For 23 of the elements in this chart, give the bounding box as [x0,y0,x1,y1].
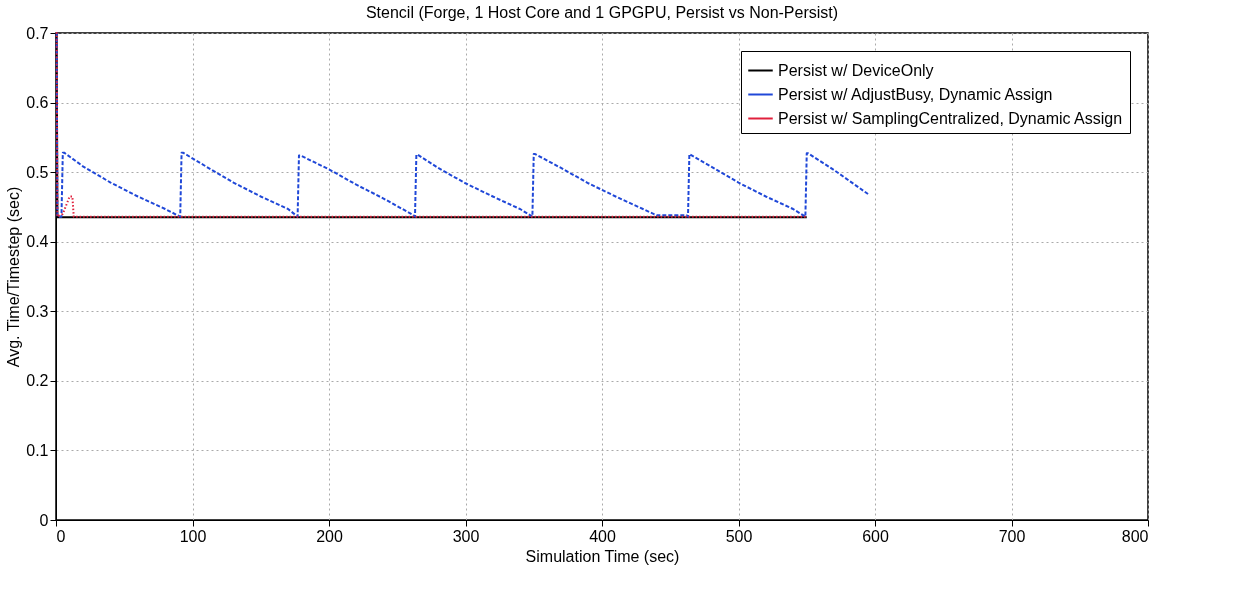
x-tick-label: 800 [1121,527,1149,545]
x-tick-label: 600 [862,527,889,545]
x-tick-label: 300 [452,527,480,545]
x-axis-title: Simulation Time (sec) [525,547,680,565]
x-tick-label: 100 [179,527,207,545]
y-tick-label: 0.3 [26,302,49,320]
y-tick-label: 0.2 [26,372,49,390]
x-tick-label: 400 [589,527,616,545]
chart-title: Stencil (Forge, 1 Host Core and 1 GPGPU, Persist vs Non-Persist) [365,4,839,21]
y-axis-title: Avg. Time/Timestep (sec) [5,186,23,368]
x-tick-label: 200 [316,527,343,545]
legend-label: Persist w/ AdjustBusy, Dynamic Assign [778,85,1053,103]
y-tick-label: 0.1 [26,441,49,459]
x-tick-label: 700 [998,527,1026,545]
legend-label: Persist w/ SamplingCentralized, Dynamic Assign [778,109,1123,127]
y-tick-label: 0.7 [26,24,49,42]
legend-label: Persist w/ DeviceOnly [778,61,934,79]
y-tick-label: 0.5 [26,163,49,181]
y-tick-label: 0.4 [26,233,49,251]
y-tick-label: 0.6 [26,94,49,112]
x-tick-label: 0 [56,527,66,545]
y-tick-label: 0 [39,511,49,529]
x-tick-label: 500 [725,527,753,545]
